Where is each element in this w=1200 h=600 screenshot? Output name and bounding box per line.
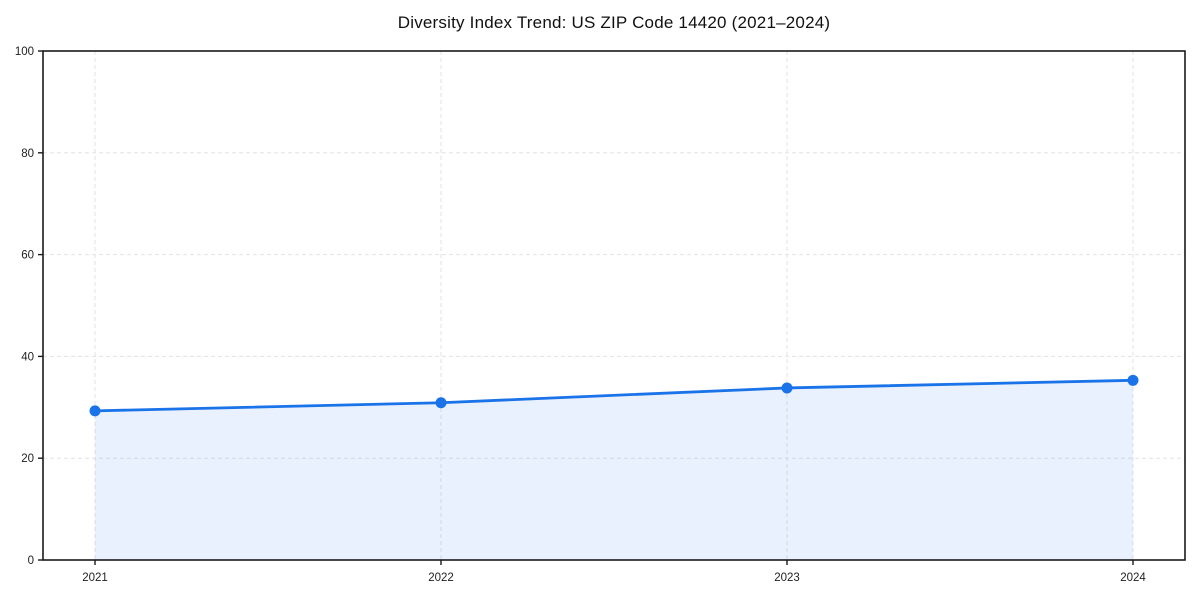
x-tick-label: 2022 (428, 572, 454, 584)
y-tick-label: 100 (15, 46, 34, 58)
gridlines (43, 51, 1185, 560)
data-point-marker (89, 405, 101, 417)
data-point-marker (781, 382, 793, 394)
y-tick-label: 0 (28, 555, 34, 567)
area-fill (95, 380, 1133, 560)
data-point-marker (435, 397, 447, 409)
series-line (93, 378, 1135, 413)
data-point-marker (1127, 374, 1139, 386)
x-axis: 2021 2022 2023 2024 (82, 560, 1146, 584)
y-tick-label: 40 (21, 351, 34, 363)
y-tick-label: 20 (21, 453, 34, 465)
y-tick-label: 80 (21, 148, 34, 160)
y-axis: 0 20 40 60 80 100 (15, 46, 43, 567)
x-tick-label: 2021 (82, 572, 108, 584)
y-tick-label: 60 (21, 250, 34, 262)
data-point-markers (89, 374, 1139, 417)
x-tick-label: 2024 (1120, 572, 1146, 584)
x-tick-label: 2023 (774, 572, 800, 584)
plot-frame (42, 50, 1186, 561)
chart-title: Diversity Index Trend: US ZIP Code 14420… (397, 13, 831, 32)
